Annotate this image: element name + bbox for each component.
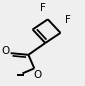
- Text: O: O: [1, 46, 9, 56]
- Text: F: F: [40, 3, 46, 13]
- Text: O: O: [34, 70, 42, 80]
- Text: F: F: [65, 15, 71, 25]
